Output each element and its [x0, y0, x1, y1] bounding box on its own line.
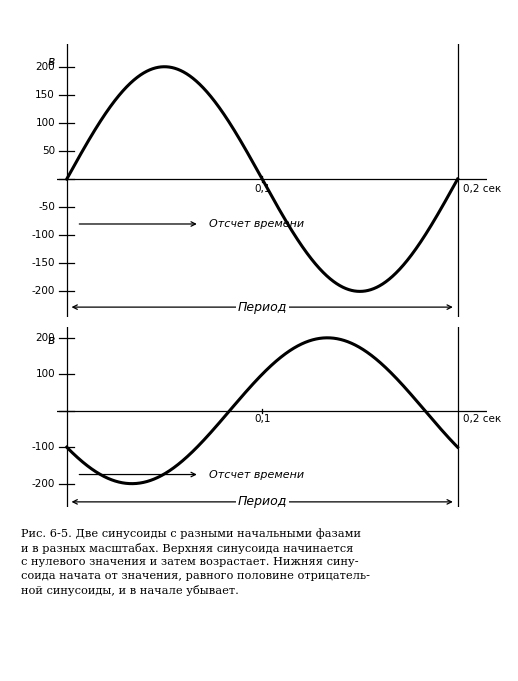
Text: -200: -200 — [32, 287, 55, 296]
Text: в: в — [48, 55, 55, 68]
Text: 100: 100 — [35, 118, 55, 128]
Text: 100: 100 — [35, 369, 55, 379]
Text: Отсчет времени: Отсчет времени — [209, 469, 305, 479]
Text: 0,2 сек: 0,2 сек — [464, 184, 502, 194]
Text: 0,1: 0,1 — [254, 414, 270, 424]
Text: Период: Период — [237, 300, 287, 314]
Text: 0,1: 0,1 — [254, 184, 270, 194]
Text: -100: -100 — [32, 442, 55, 452]
Text: 200: 200 — [35, 333, 55, 343]
Text: 150: 150 — [35, 90, 55, 100]
Text: Рис. 6-5. Две синусоиды с разными начальными фазами
и в разных масштабах. Верхня: Рис. 6-5. Две синусоиды с разными началь… — [21, 528, 370, 596]
Text: 200: 200 — [35, 62, 55, 72]
Text: -50: -50 — [38, 202, 55, 212]
Text: -100: -100 — [32, 230, 55, 240]
Text: 50: 50 — [42, 146, 55, 156]
Text: Отсчет времени: Отсчет времени — [209, 219, 305, 229]
Text: 0,2 сек: 0,2 сек — [464, 414, 502, 424]
Text: -150: -150 — [32, 258, 55, 268]
Text: -200: -200 — [32, 479, 55, 489]
Text: Период: Период — [237, 495, 287, 509]
Text: в: в — [48, 334, 55, 347]
